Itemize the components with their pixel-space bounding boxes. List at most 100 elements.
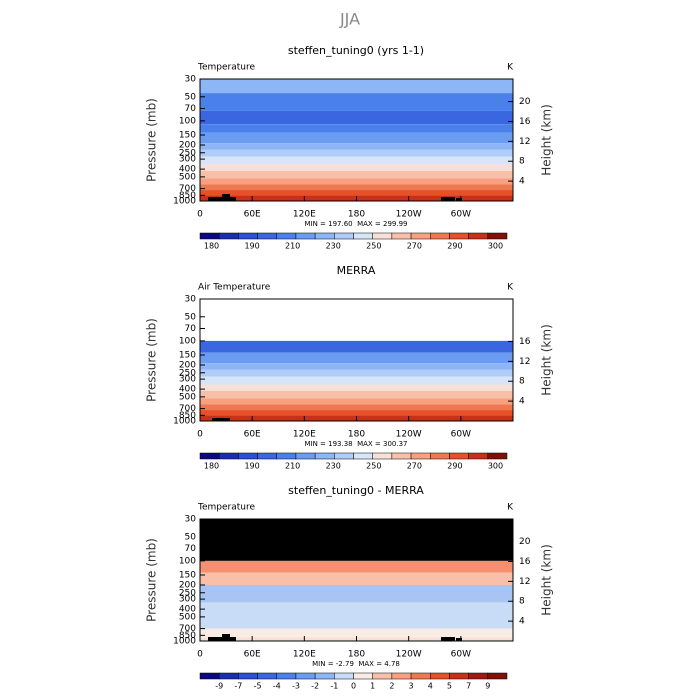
contour-band — [200, 178, 513, 185]
colorbar-label: -4 — [273, 682, 281, 691]
y-tick-label: 30 — [185, 295, 197, 305]
x-tick-label: 60E — [244, 210, 261, 220]
colorbar-label: -7 — [234, 682, 242, 691]
colorbar-label: 190 — [244, 462, 259, 471]
y-tick-label: 300 — [179, 375, 196, 385]
x-tick-label: 180 — [348, 650, 365, 660]
contour-band — [200, 93, 513, 111]
contour-band — [200, 340, 513, 353]
colorbar-label: 210 — [285, 462, 300, 471]
colorbar-box — [487, 452, 508, 460]
colorbar-box — [199, 452, 220, 460]
panel-title: steffen_tuning0 - MERRA — [288, 484, 424, 497]
colorbar-box — [449, 232, 469, 240]
y-axis-title: Pressure (mb) — [145, 318, 159, 402]
colorbar-label: 190 — [244, 242, 259, 251]
colorbar-box — [410, 232, 431, 240]
colorbar-label: 300 — [488, 462, 503, 471]
colorbar-label: 210 — [285, 242, 300, 251]
y-tick-label: 150 — [179, 130, 196, 140]
y2-tick-label: 8 — [519, 157, 525, 167]
x-tick-label: 0 — [197, 430, 203, 440]
topography — [222, 634, 230, 641]
colorbar-label: 230 — [326, 242, 341, 251]
colorbar-box — [218, 232, 239, 240]
colorbar-box — [218, 672, 239, 680]
units-label: K — [507, 283, 514, 293]
colorbar-box — [487, 232, 508, 240]
y-tick-label: 200 — [179, 141, 196, 151]
panel-title: MERRA — [337, 264, 376, 277]
y-tick-label: 400 — [179, 385, 196, 395]
colorbar-box — [238, 672, 258, 680]
field-label: Temperature — [197, 63, 255, 73]
contour-band — [200, 190, 513, 196]
contour-band — [200, 143, 513, 150]
panel-title: steffen_tuning0 (yrs 1-1) — [288, 44, 424, 57]
colorbar-label: -5 — [254, 682, 262, 691]
y2-tick-label: 4 — [519, 617, 525, 627]
colorbar-box — [314, 452, 335, 460]
y2-tick-label: 4 — [519, 397, 525, 407]
colorbar-label: 270 — [407, 242, 422, 251]
contour-band — [200, 376, 513, 385]
y-tick-label: 70 — [185, 544, 197, 554]
contour-band — [200, 149, 513, 157]
contour-band — [200, 363, 513, 370]
contour-band — [200, 369, 513, 377]
contour-band — [200, 132, 513, 144]
colorbar-label: 250 — [366, 462, 381, 471]
colorbar-box — [353, 672, 373, 680]
y2-tick-label: 12 — [519, 577, 530, 587]
y2-tick-label: 16 — [519, 117, 531, 127]
y-tick-label: 50 — [185, 532, 197, 542]
y-tick-label: 400 — [179, 165, 196, 175]
topography — [222, 194, 230, 201]
y-tick-label: 50 — [185, 312, 197, 322]
y-tick-label: 250 — [179, 148, 196, 158]
y-tick-label: 850 — [179, 631, 196, 641]
field-label: Air Temperature — [198, 283, 271, 293]
colorbar-label: 290 — [447, 242, 462, 251]
y2-axis-title: Height (km) — [540, 104, 554, 175]
colorbar-box — [276, 452, 297, 460]
field-label: Temperature — [197, 503, 255, 513]
y2-tick-label: 16 — [519, 337, 531, 347]
colorbar-box — [372, 232, 393, 240]
colorbar-box — [295, 452, 316, 460]
contour-band — [200, 628, 513, 638]
y2-tick-label: 12 — [519, 357, 530, 367]
figure-heading: JJA — [339, 10, 360, 29]
colorbar-box — [372, 452, 393, 460]
colorbar-box — [276, 232, 297, 240]
colorbar-label: 290 — [447, 462, 462, 471]
colorbar-box — [353, 232, 373, 240]
y2-tick-label: 8 — [519, 377, 525, 387]
colorbar-label: 180 — [204, 462, 219, 471]
y-tick-label: 300 — [179, 595, 196, 605]
colorbar-box — [468, 672, 489, 680]
colorbar-box — [334, 452, 354, 460]
colorbar-box — [295, 672, 316, 680]
y-tick-label: 700 — [179, 624, 196, 634]
topography — [456, 638, 462, 641]
colorbar-box — [314, 672, 335, 680]
colorbar-label: 2 — [389, 682, 394, 691]
colorbar-label: -9 — [215, 682, 223, 691]
colorbar-box — [199, 232, 220, 240]
colorbar-box — [410, 672, 431, 680]
colorbar-box — [391, 232, 412, 240]
colorbar-box — [314, 232, 335, 240]
colorbar-box — [257, 232, 277, 240]
y-tick-label: 200 — [179, 581, 196, 591]
colorbar-box — [257, 452, 277, 460]
colorbar-label: 230 — [326, 462, 341, 471]
y-tick-label: 200 — [179, 361, 196, 371]
y2-tick-label: 16 — [519, 557, 531, 567]
y2-axis-title: Height (km) — [540, 324, 554, 395]
colorbar-box — [238, 452, 258, 460]
units-label: K — [507, 503, 514, 513]
y2-tick-label: 12 — [519, 137, 530, 147]
y-tick-label: 500 — [179, 172, 196, 182]
contour-band — [200, 79, 513, 94]
